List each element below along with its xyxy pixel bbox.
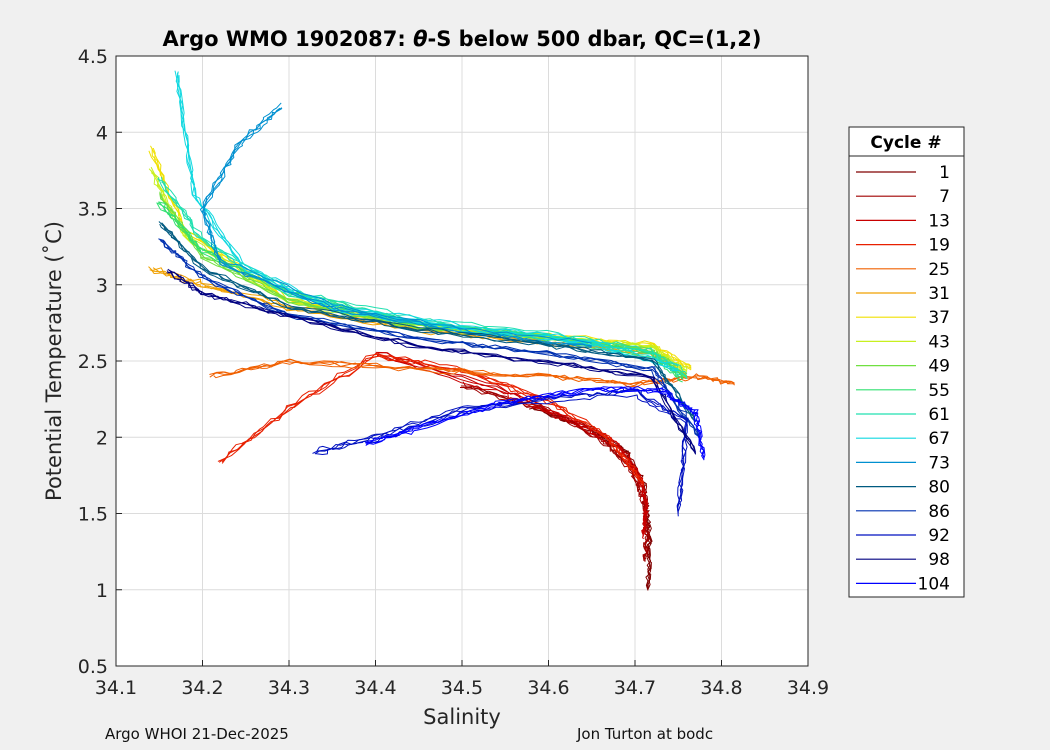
x-tick-label: 34.6: [527, 677, 569, 699]
y-tick-label: 4.5: [78, 46, 108, 68]
legend-label-98: 98: [928, 550, 950, 570]
x-axis-label: Salinity: [423, 705, 501, 729]
x-tick-label: 34.5: [441, 677, 483, 699]
y-tick-label: 1: [96, 580, 108, 602]
series-line-cycle-43: [150, 166, 688, 372]
legend-box: [848, 126, 965, 598]
series-line-cycle-80: [161, 224, 697, 422]
x-tick-label: 34.8: [700, 677, 742, 699]
series-line-cycle-80: [158, 221, 696, 423]
title-suffix: -S below 500 dbar, QC=(1,2): [428, 27, 762, 51]
legend-label-37: 37: [928, 308, 950, 328]
y-tick-label: 3: [96, 275, 108, 297]
y-tick-label: 4: [96, 122, 108, 144]
legend: Cycle # 1 7 13 19 25 31 37 43 49 55 61 67 73 80 86 92 98…: [848, 126, 965, 598]
legend-label-19: 19: [928, 236, 950, 256]
legend-label-61: 61: [928, 405, 950, 425]
series-line-cycle-67: [174, 70, 679, 367]
x-tick-label: 34.3: [268, 677, 310, 699]
legend-label-49: 49: [928, 357, 950, 377]
series-line-cycle-98: [169, 269, 696, 454]
legend-label-92: 92: [928, 526, 950, 546]
x-tick-label: 34.4: [354, 677, 396, 699]
x-tick-label: 34.9: [787, 677, 829, 699]
series-line-cycle-25: [212, 358, 735, 385]
x-tick-label: 34.2: [181, 677, 223, 699]
x-tick-label: 34.7: [614, 677, 656, 699]
y-tick-label: 3.5: [78, 199, 108, 221]
title-theta-symbol: θ: [413, 27, 427, 51]
axis-ticks: 34.1 34.2 34.3 34.4 34.5 34.6 34.7 34.8 34.90.51…: [78, 46, 829, 699]
series-layer: [148, 70, 735, 591]
legend-label-1: 1: [939, 163, 950, 183]
series-line-cycle-25: [213, 360, 735, 387]
series-line-cycle-98: [166, 272, 697, 455]
x-tick-label: 34.1: [95, 677, 137, 699]
y-tick-label: 1.5: [78, 504, 108, 526]
footer-right-note: Jon Turton at bodc: [577, 725, 714, 743]
legend-label-104: 104: [918, 574, 950, 594]
legend-title: Cycle #: [870, 133, 941, 153]
y-tick-label: 2: [96, 427, 108, 449]
title-prefix: Argo WMO 1902087:: [162, 27, 413, 51]
series-line-cycle-86: [159, 238, 701, 438]
series-line-cycle-25: [209, 359, 735, 385]
legend-label-73: 73: [928, 453, 950, 473]
legend-label-7: 7: [939, 187, 950, 207]
chart-title: Argo WMO 1902087: θ-S below 500 dbar, QC…: [162, 27, 761, 51]
y-axis-label: Potential Temperature (˚C): [42, 221, 66, 501]
series-line-cycle-13: [377, 352, 648, 535]
series-line-cycle-92: [314, 389, 687, 514]
legend-label-25: 25: [928, 260, 950, 280]
series-line-cycle-80: [161, 222, 696, 421]
series-line-cycle-92: [315, 394, 688, 517]
y-tick-label: 0.5: [78, 656, 108, 678]
legend-label-13: 13: [928, 211, 950, 231]
legend-label-31: 31: [928, 284, 950, 304]
footer-left-note: Argo WHOI 21-Dec-2025: [105, 725, 289, 743]
series-line-cycle-104: [365, 386, 705, 458]
series-line-cycle-86: [159, 239, 701, 438]
legend-items: 1 7 13 19 25 31 37 43 49 55 61 67 73 80 86 92 98 104: [856, 163, 950, 594]
legend-label-67: 67: [928, 429, 950, 449]
legend-label-55: 55: [928, 381, 950, 401]
series-line-cycle-80: [159, 223, 697, 422]
legend-label-43: 43: [928, 332, 950, 352]
legend-label-86: 86: [928, 502, 950, 522]
series-line-cycle-104: [365, 386, 706, 458]
y-tick-label: 2.5: [78, 351, 108, 373]
legend-label-80: 80: [928, 478, 950, 498]
series-line-cycle-73: [202, 102, 592, 344]
